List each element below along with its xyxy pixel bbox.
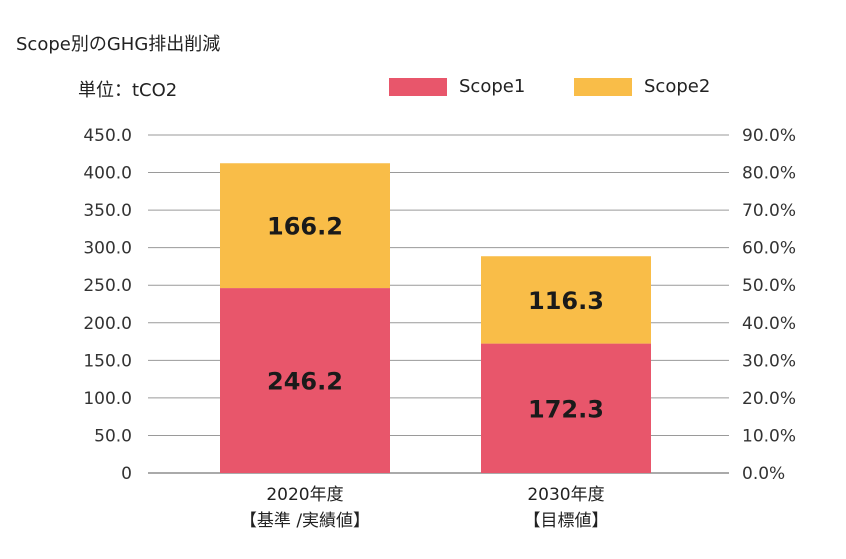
legend-swatch-scope1 (389, 77, 447, 96)
bar-scope2-0 (220, 163, 390, 289)
y-tick-label: 450.0 (83, 126, 132, 146)
data-label: 166.2 (267, 213, 343, 241)
y-tick-label: 150.0 (83, 351, 132, 371)
data-label: 246.2 (267, 368, 343, 396)
chart-title: Scope別のGHG排出削減 (16, 34, 221, 55)
y-tick-label: 50.0 (94, 426, 132, 446)
bar-scope1-1 (481, 343, 651, 473)
y-tick-label: 0 (121, 464, 132, 484)
legend-label-scope2: Scope2 (644, 76, 711, 97)
y2-tick-label: 50.0% (742, 276, 796, 296)
data-label: 116.3 (528, 287, 604, 315)
y-tick-label: 200.0 (83, 314, 132, 334)
bar-scope1-0 (220, 288, 390, 473)
legend-item-scope2: Scope2 (574, 76, 710, 97)
x-tick-label: 2020年度 (266, 485, 343, 505)
y2-tick-label: 70.0% (742, 201, 796, 221)
y2-tick-label: 30.0% (742, 351, 796, 371)
x-tick-label: 【目標値】 (524, 511, 609, 531)
y-tick-label: 400.0 (83, 164, 132, 184)
y2-tick-label: 20.0% (742, 389, 796, 409)
unit-label: 単位：tCO2 (78, 80, 178, 101)
y-tick-label: 100.0 (83, 389, 132, 409)
y2-tick-label: 0.0% (742, 464, 785, 484)
y2-tick-label: 10.0% (742, 426, 796, 446)
x-tick-label: 【基準 /実績値】 (240, 511, 370, 531)
y2-tick-label: 60.0% (742, 239, 796, 259)
y-tick-label: 350.0 (83, 201, 132, 221)
y2-tick-label: 80.0% (742, 164, 796, 184)
x-tick-label: 2030年度 (527, 485, 604, 505)
y2-tick-label: 90.0% (742, 126, 796, 146)
y-tick-label: 300.0 (83, 239, 132, 259)
legend-item-scope1: Scope1 (389, 76, 525, 97)
bar-scope2-1 (481, 256, 651, 344)
legend-swatch-scope2 (574, 77, 632, 96)
legend-label-scope1: Scope1 (459, 76, 526, 97)
y-tick-label: 250.0 (83, 276, 132, 296)
data-label: 172.3 (528, 395, 604, 423)
y2-tick-label: 40.0% (742, 314, 796, 334)
